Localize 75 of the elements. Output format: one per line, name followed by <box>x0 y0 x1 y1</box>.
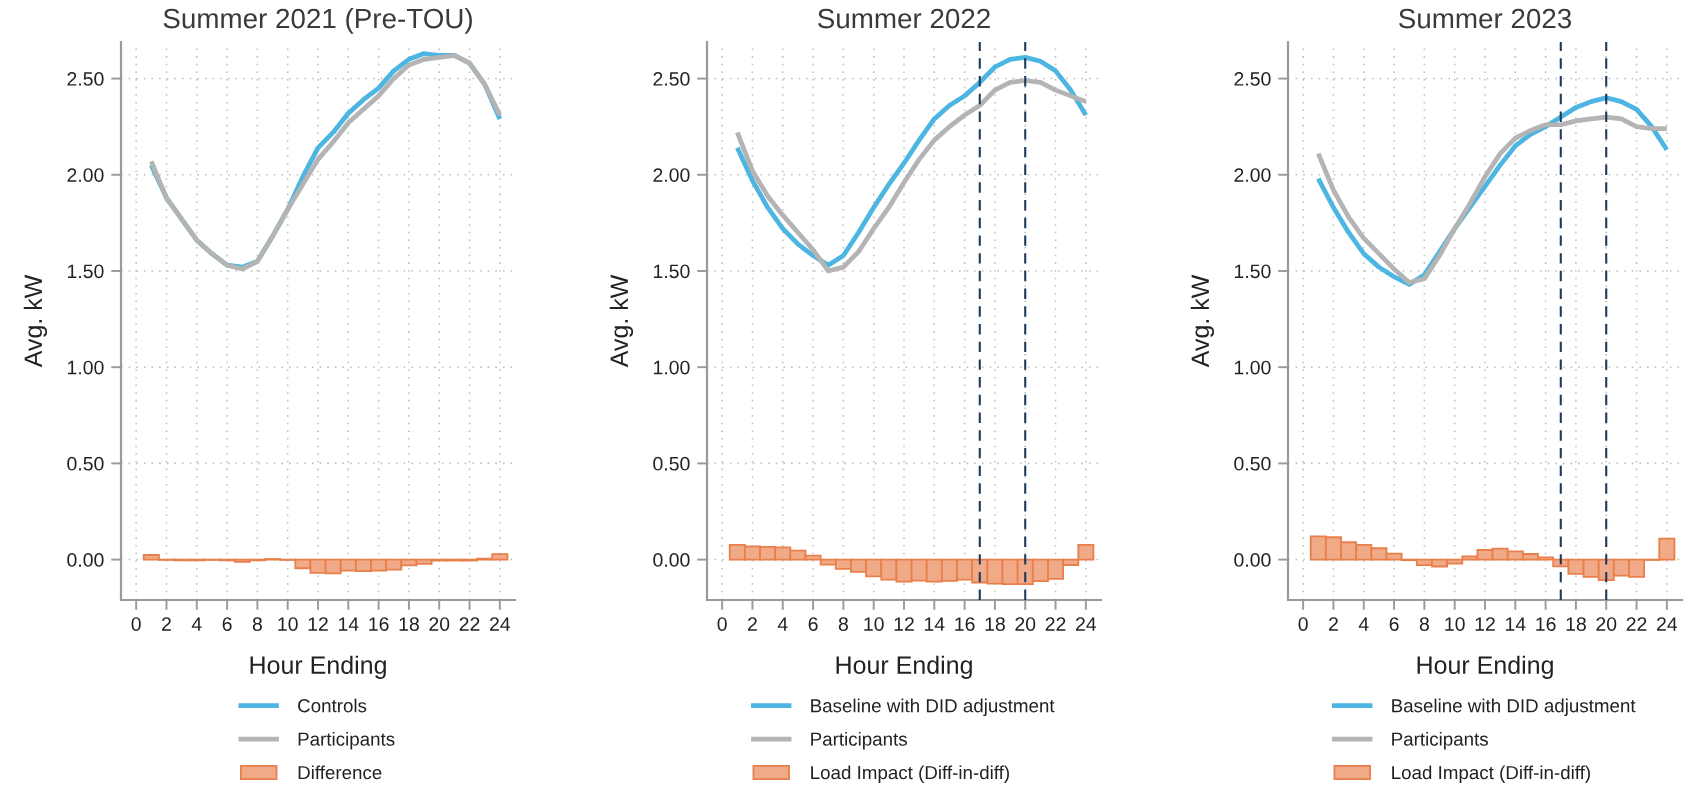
x-tick-label: 10 <box>864 617 884 631</box>
x-tick-label: 6 <box>222 617 232 631</box>
y-tick-label: 2.00 <box>1234 168 1271 182</box>
y-tick-label: 1.00 <box>67 360 104 375</box>
x-tick-label: 20 <box>429 617 450 631</box>
x-tick-label: 14 <box>924 617 945 631</box>
x-tick-label: 20 <box>1596 617 1617 631</box>
y-tick-label: 0.50 <box>67 456 104 471</box>
chart-title: Summer 2021 (Pre-TOU) <box>163 7 472 34</box>
x-tick-label: 16 <box>1536 617 1556 631</box>
legend-label: Load Impact (Diff-in-diff) <box>1392 765 1590 783</box>
x-tick-label: 22 <box>1626 617 1647 631</box>
x-tick-label: 24 <box>1076 617 1097 631</box>
x-tick-label: 6 <box>808 617 818 631</box>
x-tick-label: 24 <box>1657 617 1678 631</box>
y-tick-label: 0.50 <box>1234 456 1271 471</box>
y-tick-label: 1.50 <box>67 264 104 279</box>
x-tick-label: 10 <box>278 617 298 631</box>
legend-label: Load Impact (Diff-in-diff) <box>811 765 1009 783</box>
x-tick-label: 18 <box>399 617 419 631</box>
x-tick-label: 22 <box>1045 617 1066 631</box>
y-tick-label: 0.50 <box>653 456 690 471</box>
x-axis-title: Hour Ending <box>250 655 386 679</box>
x-tick-label: 10 <box>1445 617 1465 631</box>
legend-label: Controls <box>298 698 367 713</box>
x-tick-label: 4 <box>191 617 202 631</box>
y-tick-label: 0.00 <box>653 553 690 567</box>
x-tick-label: 14 <box>1505 617 1526 631</box>
y-tick-label: 1.00 <box>1234 360 1271 375</box>
y-tick-label: 0.00 <box>1234 553 1271 567</box>
legend-label: Baseline with DID adjustment <box>1392 698 1636 717</box>
y-axis-title: Avg. kW <box>1190 274 1215 368</box>
x-tick-label: 4 <box>777 617 788 631</box>
legend-label: Participants <box>811 732 907 750</box>
chart-title: Summer 2023 <box>1399 8 1572 29</box>
x-tick-label: 0 <box>131 617 141 631</box>
x-tick-label: 8 <box>252 617 262 631</box>
y-tick-label: 2.00 <box>67 168 104 182</box>
x-tick-label: 12 <box>1475 617 1495 631</box>
y-tick-label: 2.50 <box>653 72 690 86</box>
x-tick-label: 2 <box>162 617 171 631</box>
y-tick-label: 2.00 <box>653 168 690 182</box>
y-tick-label: 2.50 <box>67 72 104 86</box>
x-tick-label: 0 <box>1298 617 1308 631</box>
x-tick-label: 8 <box>1419 617 1429 631</box>
x-tick-label: 16 <box>955 617 975 631</box>
y-tick-label: 1.50 <box>1234 264 1271 279</box>
x-tick-label: 14 <box>338 617 359 631</box>
legend-label: Difference <box>298 765 382 780</box>
x-tick-label: 22 <box>459 617 480 631</box>
x-tick-label: 20 <box>1015 617 1036 631</box>
chart-title: Summer 2022 <box>818 8 990 29</box>
x-axis-title: Hour Ending <box>1417 655 1553 679</box>
y-tick-label: 1.00 <box>653 360 690 375</box>
x-tick-label: 18 <box>985 617 1005 631</box>
x-axis-title: Hour Ending <box>836 655 972 679</box>
y-axis-title: Avg. kW <box>609 274 634 368</box>
x-tick-label: 2 <box>1329 617 1338 631</box>
legend-label: Baseline with DID adjustment <box>811 698 1055 717</box>
x-tick-label: 16 <box>369 617 389 631</box>
y-axis-title: Avg. kW <box>23 274 48 368</box>
x-tick-label: 0 <box>717 617 727 631</box>
y-tick-label: 2.50 <box>1234 72 1271 86</box>
x-tick-label: 2 <box>748 617 757 631</box>
y-tick-label: 0.00 <box>67 553 104 567</box>
legend-label: Participants <box>298 732 395 750</box>
x-tick-label: 12 <box>308 617 328 631</box>
legend-label: Participants <box>1392 732 1488 750</box>
y-tick-label: 1.50 <box>653 264 690 279</box>
x-tick-label: 6 <box>1389 617 1399 631</box>
x-tick-label: 18 <box>1566 617 1586 631</box>
x-tick-label: 4 <box>1358 617 1369 631</box>
x-tick-label: 12 <box>894 617 914 631</box>
x-tick-label: 8 <box>838 617 848 631</box>
x-tick-label: 24 <box>490 617 511 631</box>
